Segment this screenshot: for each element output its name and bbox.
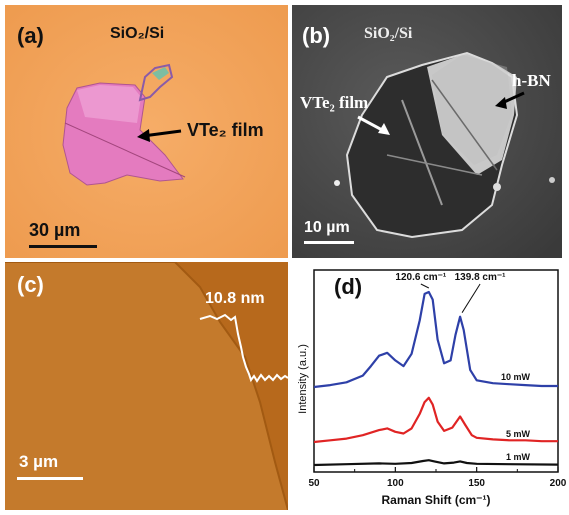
optical-image-drawing [5,5,288,258]
panel-label-d: (d) [334,274,363,299]
x-tick-label: 50 [308,478,320,489]
panel-c-afm-image: (c) 10.8 nm 3 µm [5,262,288,510]
arrows [357,91,525,135]
series-label: 1 mW [506,452,531,462]
peak-arrow [420,283,430,289]
panel-b-sem-image: (b) SiO₂/Si VTe₂ film h-BN 10 µm [292,5,562,258]
peak-label: 139.8 cm⁻¹ [455,272,507,283]
plot-frame [313,269,559,473]
substrate-label: SiO₂/Si [110,25,165,42]
peak-label: 120.6 cm⁻¹ [395,272,447,283]
scale-bar [304,241,354,244]
scale-bar-label: 30 µm [29,220,81,240]
hbn-flake [427,53,517,175]
scale-bar-label: 10 µm [304,219,350,236]
sem-image-drawing [292,5,562,258]
x-tick-label: 150 [468,478,485,489]
scale-bar-label: 3 µm [19,452,59,471]
film-label: VTe₂ film [187,120,264,140]
panel-a-optical-image: (a) SiO₂/Si VTe₂ film 30 µm [5,5,288,258]
raman-chart: 50 100 150 200 Raman Shift (cm⁻¹) Intensity (… [297,269,566,507]
x-tick-label: 100 [387,478,404,489]
afm-image-drawing [5,262,288,510]
panel-label-a: (a) [17,23,44,48]
substrate-label: SiO₂/Si [364,25,413,42]
flake-tail [138,63,174,102]
series-line [313,396,558,444]
panel-label-c: (c) [17,272,44,297]
series-line [313,290,558,389]
scale-bar [29,245,97,248]
y-axis-label: Intensity (a.u.) [297,344,309,414]
panel-d-raman-chart: 50 100 150 200 Raman Shift (cm⁻¹) Intensity (… [292,262,566,515]
panel-label-b: (b) [302,23,331,48]
series-label: 10 mW [501,372,531,382]
scale-bar [17,477,83,480]
height-profile [199,313,288,383]
x-axis-label: Raman Shift (cm⁻¹) [381,493,490,507]
peak-arrow [461,283,481,313]
x-tick-label: 200 [550,478,566,489]
step-height-label: 10.8 nm [205,290,265,307]
vte2-flake-upper [77,85,141,123]
step-region [5,262,288,510]
film-label: VTe₂ film [300,93,369,112]
hbn-label: h-BN [512,71,551,90]
film-arrow [137,129,182,142]
series-label: 5 mW [506,429,531,439]
series-line [313,459,559,467]
